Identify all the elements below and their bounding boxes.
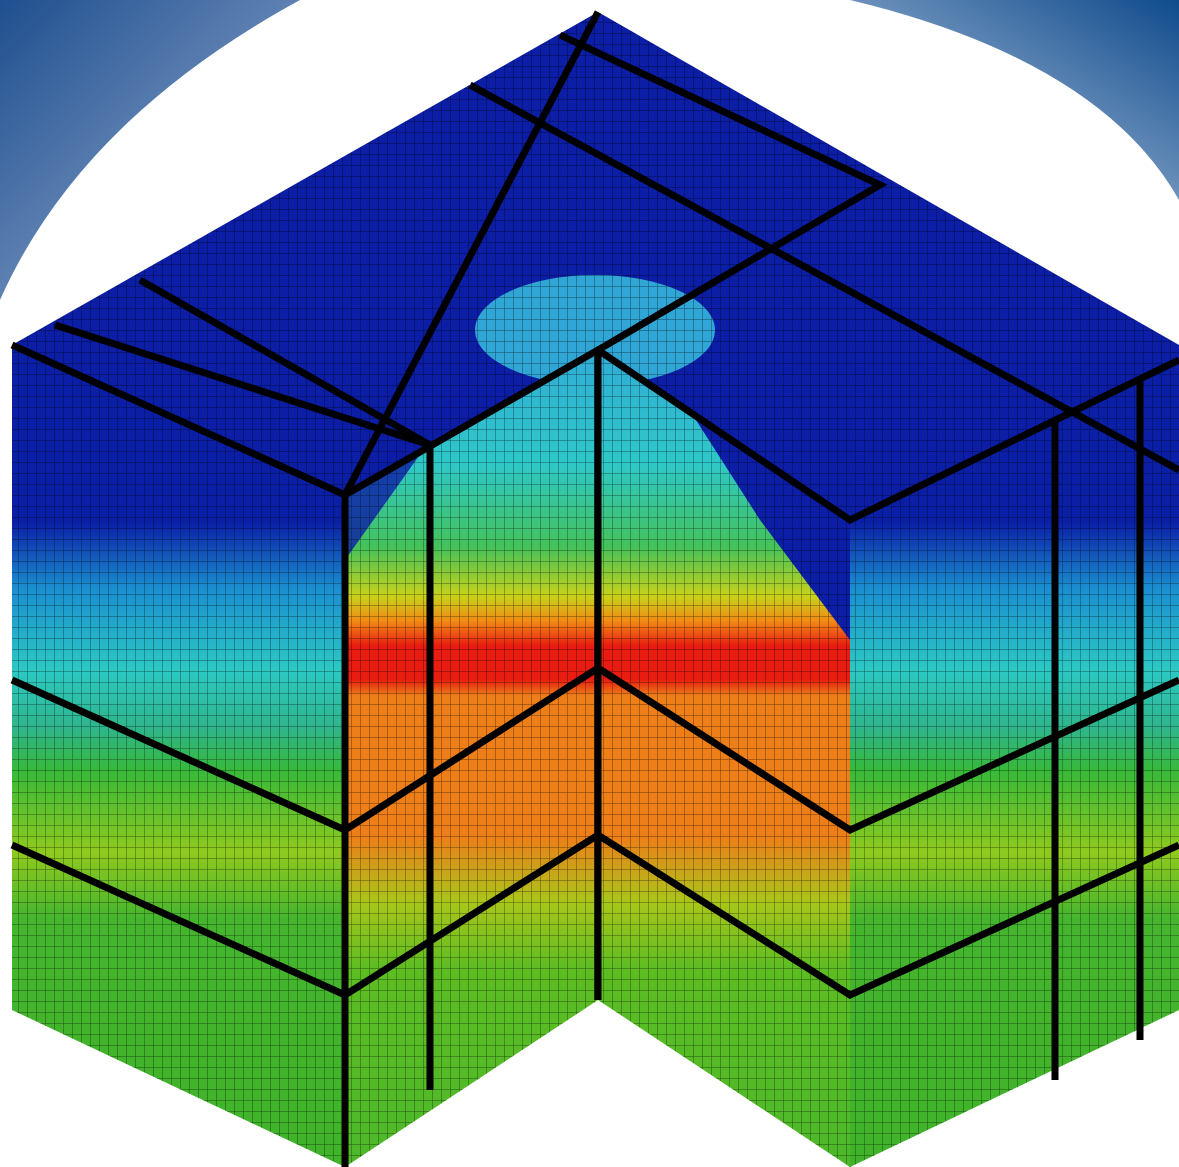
block-lines: [10, 10, 1179, 1167]
background-corner: [850, 0, 1179, 200]
background-corner: [0, 0, 300, 300]
